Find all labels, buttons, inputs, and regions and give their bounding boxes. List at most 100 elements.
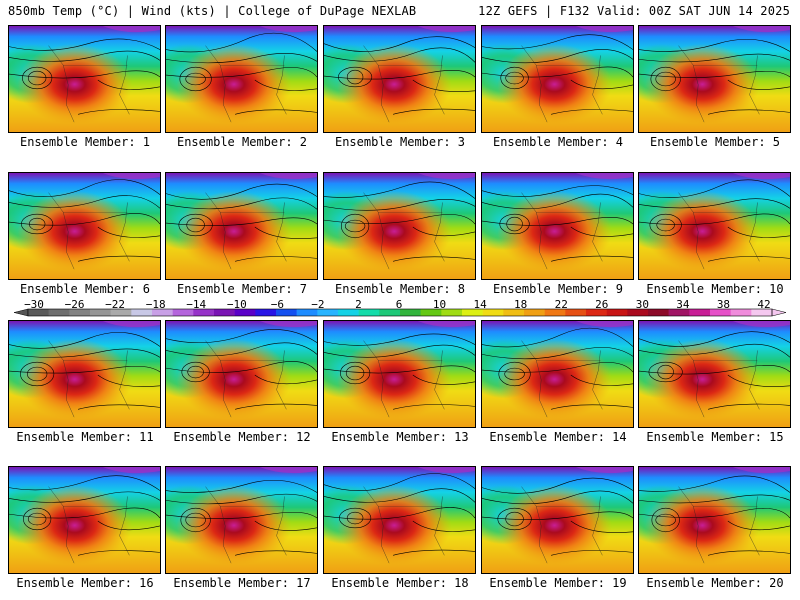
ensemble-member-label: Ensemble Member: 3 (334, 135, 466, 149)
ensemble-member-map[interactable] (323, 25, 476, 133)
colorbar-tick-label: 42 (757, 298, 771, 311)
colorbar-tick-label: 30 (635, 298, 649, 311)
ensemble-member-label: Ensemble Member: 10 (646, 282, 784, 296)
colorbar-segment (565, 309, 587, 316)
colorbar-segment (276, 309, 297, 316)
ensemble-member-label: Ensemble Member: 1 (19, 135, 151, 149)
colorbar-segment (730, 309, 752, 316)
colorbar-tick-label: 38 (716, 298, 731, 311)
ensemble-member-map[interactable] (481, 466, 634, 574)
colorbar-segment (503, 309, 525, 316)
colorbar-tick-label: 2 (355, 298, 362, 311)
ensemble-member-map[interactable] (323, 172, 476, 280)
ensemble-member-label: Ensemble Member: 19 (489, 576, 627, 590)
colorbar-segment (400, 309, 421, 316)
ensemble-member-map[interactable] (481, 320, 634, 428)
colorbar-tick-label: −14 (186, 298, 207, 311)
ensemble-member-map[interactable] (165, 172, 318, 280)
ensemble-member-map[interactable] (323, 320, 476, 428)
ensemble-member-label: Ensemble Member: 15 (646, 430, 784, 444)
ensemble-member-map[interactable] (8, 466, 161, 574)
colorbar-segment (28, 309, 49, 316)
ensemble-member-map[interactable] (165, 25, 318, 133)
colorbar-segment (69, 309, 91, 316)
colorbar-segment (255, 309, 277, 316)
colorbar-tick-label: −6 (270, 298, 284, 311)
colorbar-segment (338, 309, 359, 316)
colorbar-segment (193, 309, 215, 316)
ensemble-member-map[interactable] (638, 172, 791, 280)
ensemble-member-label: Ensemble Member: 2 (176, 135, 308, 149)
colorbar-labels: −30 −26 −22 −18 −14 −10 −6 −2 2 6 10 14 18 22 26 30 34 38… (0, 298, 800, 311)
ensemble-member-map[interactable] (481, 25, 634, 133)
ensemble-member-label: Ensemble Member: 16 (16, 576, 154, 590)
colorbar-segment (606, 309, 628, 316)
colorbar-tick-label: 10 (432, 298, 447, 311)
ensemble-member-label: Ensemble Member: 5 (649, 135, 781, 149)
colorbar-segment (48, 309, 70, 316)
colorbar-max-arrow (771, 308, 786, 317)
colorbar-tick-label: 34 (676, 298, 690, 311)
colorbar-segment (627, 309, 649, 316)
colorbar-tick-label: 6 (395, 298, 403, 311)
colorbar-tick-label: 26 (595, 298, 609, 311)
ensemble-member-map[interactable] (8, 172, 161, 280)
ensemble-member-label: Ensemble Member: 8 (334, 282, 466, 296)
colorbar-segment (131, 309, 153, 316)
ensemble-member-label: Ensemble Member: 18 (331, 576, 469, 590)
colorbar-segment (524, 309, 545, 316)
colorbar-segment (296, 309, 318, 316)
colorbar-segment (544, 309, 566, 316)
colorbar-tick-label: 22 (554, 298, 568, 311)
colorbar-tick-label: 14 (473, 298, 487, 311)
ensemble-member-map[interactable] (8, 320, 161, 428)
run-info: 12Z GEFS | F132 Valid: 00Z SAT JUN 14 20… (478, 4, 790, 18)
colorbar-segment (586, 309, 607, 316)
colorbar-segment (420, 309, 442, 316)
colorbar-segment (689, 309, 711, 316)
ensemble-member-map[interactable] (8, 25, 161, 133)
ensemble-member-map[interactable] (638, 320, 791, 428)
colorbar-segment (110, 309, 132, 316)
ensemble-member-label: Ensemble Member: 7 (176, 282, 308, 296)
map-title: 850mb Temp (°C) | Wind (kts) | College o… (8, 4, 417, 18)
colorbar-tick-label: −26 (64, 298, 85, 311)
ensemble-member-map[interactable] (323, 466, 476, 574)
colorbar-segment (751, 309, 773, 316)
colorbar-segment (462, 309, 483, 316)
ensemble-member-label: Ensemble Member: 20 (646, 576, 784, 590)
ensemble-member-map[interactable] (481, 172, 634, 280)
ensemble-member-label: Ensemble Member: 12 (173, 430, 311, 444)
ensemble-member-label: Ensemble Member: 14 (489, 430, 627, 444)
colorbar-segment (317, 309, 339, 316)
colorbar-segment (379, 309, 401, 316)
colorbar-segment (214, 309, 235, 316)
colorbar-segment (358, 309, 380, 316)
temperature-colorbar (14, 308, 786, 317)
colorbar-segment (172, 309, 194, 316)
colorbar-outline (27, 308, 773, 317)
ensemble-member-map[interactable] (638, 25, 791, 133)
ensemble-member-label: Ensemble Member: 4 (492, 135, 624, 149)
ensemble-member-label: Ensemble Member: 17 (173, 576, 311, 590)
colorbar-tick-label: −2 (311, 298, 325, 311)
colorbar-segment (648, 309, 669, 316)
ensemble-member-label: Ensemble Member: 13 (331, 430, 469, 444)
ensemble-member-map[interactable] (165, 466, 318, 574)
colorbar-tick-label: −22 (105, 298, 126, 311)
colorbar-segment (668, 309, 690, 316)
colorbar-segment (152, 309, 173, 316)
colorbar-tick-label: 18 (514, 298, 528, 311)
colorbar-tick-label: −30 (24, 298, 44, 311)
colorbar-tick-label: −10 (226, 298, 247, 311)
ensemble-member-map[interactable] (165, 320, 318, 428)
ensemble-member-label: Ensemble Member: 6 (19, 282, 151, 296)
colorbar-segment (710, 309, 731, 316)
colorbar-segment (441, 309, 463, 316)
ensemble-member-map[interactable] (638, 466, 791, 574)
ensemble-member-label: Ensemble Member: 9 (492, 282, 624, 296)
colorbar-segment (90, 309, 111, 316)
colorbar-segment (234, 309, 256, 316)
colorbar-segment (482, 309, 504, 316)
